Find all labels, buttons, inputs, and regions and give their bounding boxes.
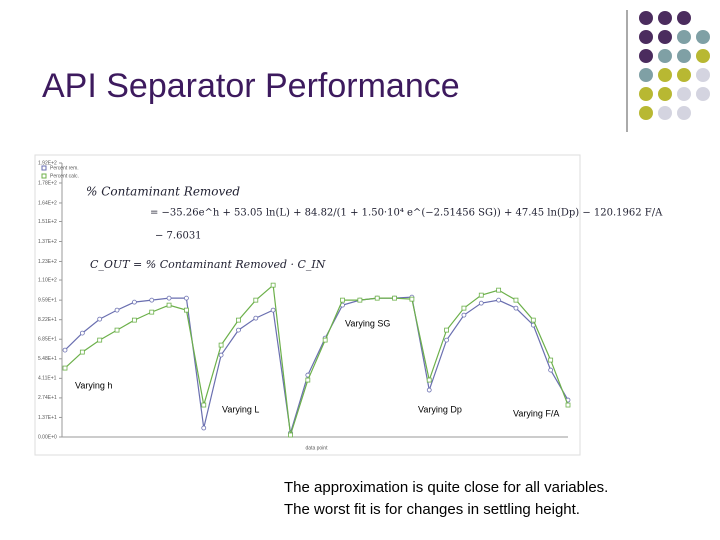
point (374, 295, 380, 301)
y-tick-label: 8.22E+1 (38, 317, 57, 323)
point (62, 365, 68, 371)
y-tick-label: 1.10E+2 (38, 277, 57, 283)
point (565, 402, 571, 408)
point (218, 352, 224, 358)
point (114, 307, 120, 313)
legend-label: Percent calc. (50, 173, 79, 179)
legend-swatch (41, 173, 47, 179)
point (340, 297, 345, 303)
point (131, 299, 137, 305)
legend-swatch (41, 165, 47, 171)
point (548, 357, 554, 363)
y-tick-label: 1.78E+2 (38, 180, 57, 186)
point (253, 315, 259, 321)
annotation: Varying h (75, 380, 112, 390)
point (270, 307, 276, 313)
point (166, 295, 172, 301)
point (461, 305, 467, 311)
point (149, 309, 155, 315)
point (513, 305, 519, 311)
point (201, 402, 207, 408)
chart-frame (34, 154, 581, 456)
point (305, 377, 311, 383)
point (548, 367, 554, 373)
y-tick-label: 4.11E+1 (38, 376, 57, 382)
annotation: Varying F/A (513, 408, 559, 418)
decoration (626, 10, 710, 132)
y-tick-label: 1.37E+2 (38, 239, 57, 245)
series-line (64, 296, 569, 434)
point (149, 297, 155, 303)
y-tick-label: 1.37E+1 (38, 415, 57, 421)
point (478, 300, 484, 306)
point (236, 317, 241, 323)
y-tick-label: 1.92E+2 (38, 160, 57, 166)
point (444, 327, 449, 333)
annotation: Varying SG (345, 318, 390, 328)
point (357, 297, 363, 303)
point (201, 425, 207, 431)
equation: C_OUT = % Contaminant Removed · C_IN (90, 258, 326, 271)
point (184, 295, 189, 301)
point (392, 295, 397, 301)
point (409, 296, 415, 302)
equation: − 7.6031 (155, 231, 202, 242)
point (288, 432, 293, 438)
point (253, 297, 259, 303)
point (513, 297, 519, 303)
annotation: Varying L (222, 404, 259, 414)
point (62, 347, 68, 353)
point (97, 337, 103, 343)
point (426, 387, 432, 393)
point (79, 330, 85, 336)
point (218, 342, 224, 348)
y-tick-label: 2.74E+1 (38, 395, 57, 401)
point (426, 377, 432, 383)
x-axis-label: data point (306, 445, 329, 451)
point (444, 337, 449, 343)
series-line (64, 283, 569, 436)
point (114, 327, 120, 333)
y-tick-label: 0.00E+0 (38, 434, 57, 440)
legend-label: Percent rem. (50, 165, 79, 171)
annotation: Varying Dp (418, 404, 462, 414)
y-tick-label: 9.59E+1 (38, 297, 57, 303)
y-tick-label: 1.64E+2 (38, 200, 57, 206)
y-tick-label: 6.85E+1 (38, 337, 57, 343)
point (236, 327, 241, 333)
caption: The worst fit is for changes in settling… (284, 501, 580, 518)
point (530, 317, 536, 323)
point (79, 349, 85, 355)
point (184, 307, 189, 313)
equation: % Contaminant Removed (86, 185, 240, 199)
point (478, 292, 484, 298)
y-tick-label: 1.23E+2 (38, 259, 57, 265)
equation: = −35.26e^h + 53.05 ln(L) + 84.82/(1 + 1… (150, 208, 663, 219)
point (131, 317, 137, 323)
point (97, 316, 103, 322)
point (496, 287, 502, 293)
y-tick-label: 5.48E+1 (38, 356, 57, 362)
y-tick-label: 1.51E+2 (38, 219, 57, 225)
caption: The approximation is quite close for all… (284, 479, 608, 496)
point (496, 297, 502, 303)
point (166, 302, 172, 308)
point (461, 312, 467, 318)
point (322, 337, 328, 343)
slide-title: API Separator Performance (42, 67, 460, 105)
point (270, 282, 276, 288)
